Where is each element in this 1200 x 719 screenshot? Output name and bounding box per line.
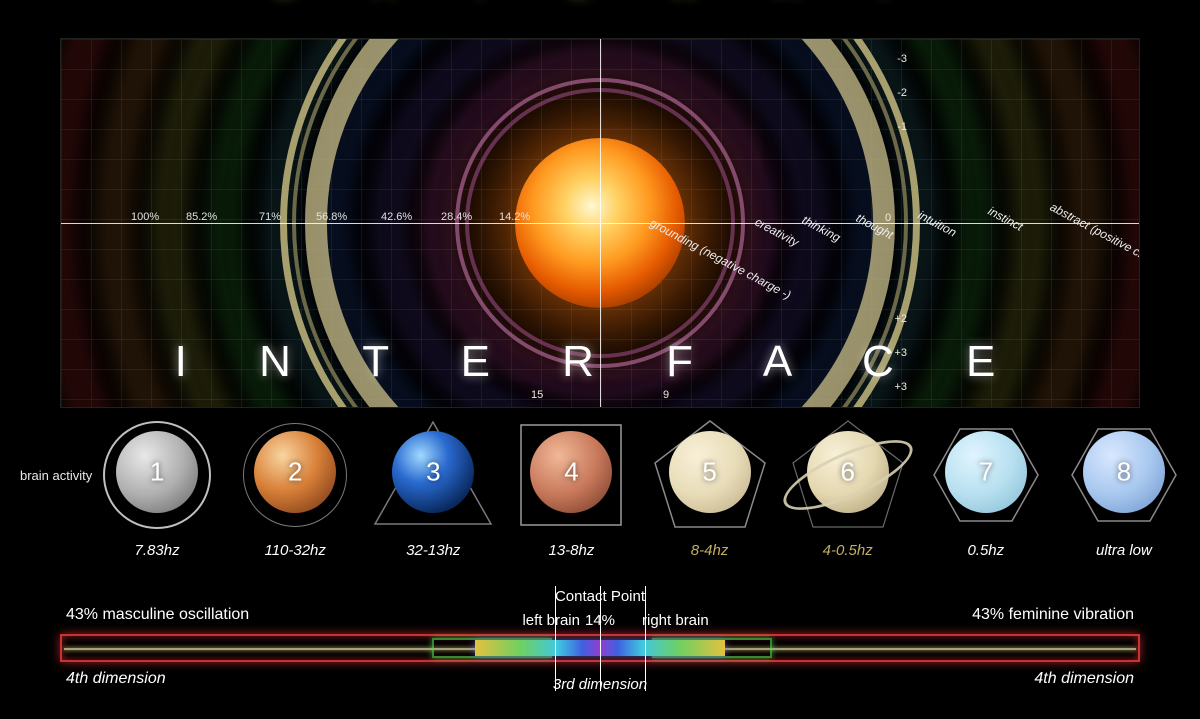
radar-viewport: 100% 85.2% 71% 56.8% 42.6% 28.4% 14.2% g… (60, 38, 1140, 408)
pct-3: 56.8% (316, 211, 347, 223)
brain-activity-label: brain activity (20, 468, 92, 483)
right-brain-label: right brain (642, 612, 709, 629)
planet-cell-4: 4 13-8hz (502, 425, 640, 575)
freq-4: 13-8hz (502, 542, 640, 559)
dim4-right: 4th dimension (1034, 670, 1134, 688)
planet-3: 3 (392, 431, 474, 513)
spectrum-zone: 43% masculine oscillation 43% feminine v… (60, 594, 1140, 714)
pct-1: 85.2% (186, 211, 217, 223)
planet-cell-2: 2 110-32hz (226, 425, 364, 575)
planet-cell-6: 6 4-0.5hz (779, 425, 917, 575)
title-gateway: G A T E W A Y (0, 0, 1200, 6)
left-brain-label: left brain (522, 612, 580, 629)
pct-0: 100% (131, 211, 159, 223)
planet-4: 4 (530, 431, 612, 513)
planet-1: 1 (116, 431, 198, 513)
planet-cell-3: 3 32-13hz (364, 425, 502, 575)
tick-n2: -2 (897, 87, 907, 99)
planet-row: 1 7.83hz 2 110-32hz 3 32-13hz 4 13-8hz (88, 425, 1193, 575)
freq-6: 4-0.5hz (779, 542, 917, 559)
planet-5: 5 (669, 431, 751, 513)
pct-4: 42.6% (381, 211, 412, 223)
dim4-left: 4th dimension (66, 670, 166, 688)
tick-0: 0 (885, 212, 891, 224)
freq-5: 8-4hz (641, 542, 779, 559)
freq-3: 32-13hz (364, 542, 502, 559)
title-interface: I N T E R F A C E (61, 337, 1139, 387)
hour-15: 15 (531, 389, 543, 401)
dim3-label: 3rd dimension (553, 676, 647, 693)
tick-n1: -1 (897, 121, 907, 133)
feminine-label: 43% feminine vibration (972, 606, 1134, 624)
planet-cell-8: 8 ultra low (1055, 425, 1193, 575)
tick-n3: -3 (897, 53, 907, 65)
pct-5: 28.4% (441, 211, 472, 223)
pct-6: 14.2% (499, 211, 530, 223)
planet-8: 8 (1083, 431, 1165, 513)
hour-9: 9 (663, 389, 669, 401)
planet-cell-5: 5 8-4hz (641, 425, 779, 575)
freq-2: 110-32hz (226, 542, 364, 559)
planet-7: 7 (945, 431, 1027, 513)
planet-cell-7: 7 0.5hz (917, 425, 1055, 575)
tick-p1: +2 (894, 313, 907, 325)
planet-cell-1: 1 7.83hz (88, 425, 226, 575)
freq-1: 7.83hz (88, 542, 226, 559)
freq-8: ultra low (1055, 542, 1193, 559)
planet-2: 2 (254, 431, 336, 513)
pct-2: 71% (259, 211, 281, 223)
masculine-label: 43% masculine oscillation (66, 606, 249, 624)
freq-7: 0.5hz (917, 542, 1055, 559)
